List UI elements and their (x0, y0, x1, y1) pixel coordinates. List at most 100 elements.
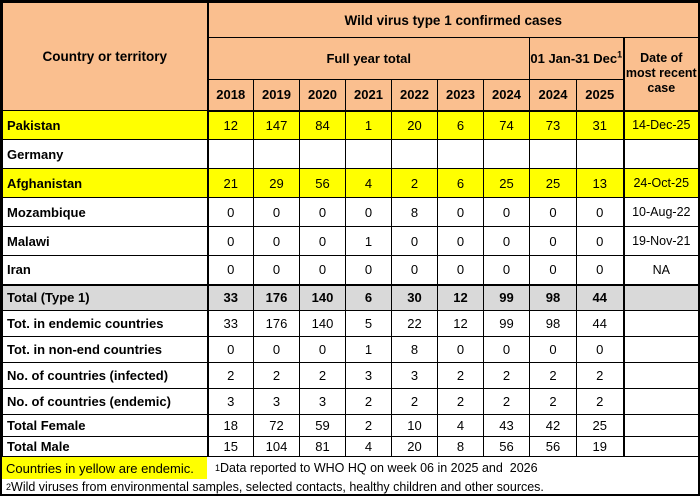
date-column-header: Date of most recent case (622, 37, 698, 112)
table-row: Iran 0 0 0 0 0 0 0 0 0 NA (2, 255, 698, 285)
value-cell: 4 (345, 436, 392, 457)
value-cell: 147 (253, 110, 300, 140)
value-cell: 98 (529, 283, 577, 311)
row-label: Tot. in endemic countries (2, 310, 209, 337)
value-cell: 25 (576, 414, 624, 437)
value-cell: 1 (345, 336, 392, 363)
value-cell: 3 (391, 362, 438, 389)
value-cell: 12 (207, 110, 254, 140)
footer-line-2: 2 Wild viruses from environmental samples… (6, 480, 544, 494)
value-cell: 74 (483, 110, 530, 140)
value-cell: 2 (529, 388, 577, 415)
value-cell: 2 (391, 168, 438, 198)
value-cell: 0 (207, 226, 254, 256)
value-cell: 30 (391, 283, 438, 311)
value-cell: 2 (391, 388, 438, 415)
row-label: No. of countries (infected) (2, 362, 209, 389)
value-cell: 0 (253, 226, 300, 256)
jan-dec-label: 01 Jan-31 Dec (530, 51, 618, 66)
table-row: Germany (2, 139, 698, 169)
value-cell: 98 (529, 310, 577, 337)
value-cell: 0 (299, 226, 346, 256)
date-cell (622, 362, 698, 389)
value-cell (207, 139, 254, 169)
value-cell: 2 (345, 414, 392, 437)
value-cell: 0 (391, 226, 438, 256)
value-cell: 0 (391, 255, 438, 285)
value-cell: 21 (207, 168, 254, 198)
date-cell: NA (622, 255, 698, 285)
value-cell (529, 139, 577, 169)
value-cell: 25 (483, 168, 530, 198)
value-cell: 2 (576, 388, 624, 415)
value-cell: 0 (483, 197, 530, 227)
value-cell: 8 (391, 336, 438, 363)
table-row: Pakistan 12 147 84 1 20 6 74 73 31 14-Dec-25 (2, 110, 698, 140)
value-cell: 176 (253, 310, 300, 337)
corner-label: Country or territory (2, 2, 209, 111)
value-cell: 3 (299, 388, 346, 415)
value-cell: 0 (253, 336, 300, 363)
value-cell: 1 (345, 226, 392, 256)
value-cell (483, 139, 530, 169)
table-row: Afghanistan 21 29 56 4 2 6 25 25 13 24-Oct-25 (2, 168, 698, 198)
value-cell: 0 (483, 226, 530, 256)
date-cell (622, 436, 698, 457)
row-label: Tot. in non-end countries (2, 336, 209, 363)
year-header: 2020 (299, 79, 346, 112)
date-cell (622, 283, 698, 311)
date-cell (622, 310, 698, 337)
value-cell: 2 (437, 362, 484, 389)
value-cell: 0 (253, 255, 300, 285)
value-cell: 99 (483, 283, 530, 311)
value-cell: 6 (437, 110, 484, 140)
row-label: No. of countries (endemic) (2, 388, 209, 415)
value-cell: 4 (437, 414, 484, 437)
value-cell: 42 (529, 414, 577, 437)
row-label: Pakistan (2, 110, 209, 140)
year-header: 2018 (207, 79, 254, 112)
value-cell: 15 (207, 436, 254, 457)
value-cell: 43 (483, 414, 530, 437)
value-cell: 2 (529, 362, 577, 389)
footnote-1: 1 Data reported to WHO HQ on week 06 in 2… (215, 461, 538, 475)
table-header: Country or territory Wild virus type 1 c… (2, 2, 699, 112)
row-label: Malawi (2, 226, 209, 256)
value-cell: 73 (529, 110, 577, 140)
value-cell: 33 (207, 310, 254, 337)
value-cell (391, 139, 438, 169)
value-cell (253, 139, 300, 169)
value-cell: 0 (253, 197, 300, 227)
value-cell: 20 (391, 436, 438, 457)
value-cell: 0 (437, 255, 484, 285)
value-cell: 29 (253, 168, 300, 198)
value-cell: 31 (576, 110, 624, 140)
value-cell: 0 (576, 336, 624, 363)
value-cell (299, 139, 346, 169)
value-cell: 44 (576, 283, 624, 311)
value-cell: 56 (299, 168, 346, 198)
endemic-legend: Countries in yellow are endemic. (2, 457, 207, 479)
value-cell: 0 (529, 197, 577, 227)
value-cell: 0 (576, 255, 624, 285)
table-title: Wild virus type 1 confirmed cases (206, 2, 698, 38)
value-cell: 56 (529, 436, 577, 457)
value-cell: 13 (576, 168, 624, 198)
table-row: Mozambique 0 0 0 0 8 0 0 0 0 10-Aug-22 (2, 197, 698, 227)
value-cell: 3 (207, 388, 254, 415)
value-cell: 0 (437, 197, 484, 227)
value-cell: 2 (299, 362, 346, 389)
value-cell: 1 (345, 110, 392, 140)
value-cell: 3 (253, 388, 300, 415)
value-cell (345, 139, 392, 169)
year-row: 2018 2019 2020 2021 2022 2023 2024 2024 … (3, 79, 699, 112)
footer-line-1: Countries in yellow are endemic. 1 Data r… (2, 457, 698, 479)
value-cell: 8 (437, 436, 484, 457)
value-cell: 0 (437, 336, 484, 363)
value-cell: 25 (529, 168, 577, 198)
value-cell: 0 (345, 255, 392, 285)
value-cell: 6 (437, 168, 484, 198)
value-cell: 0 (345, 197, 392, 227)
value-cell: 104 (253, 436, 300, 457)
